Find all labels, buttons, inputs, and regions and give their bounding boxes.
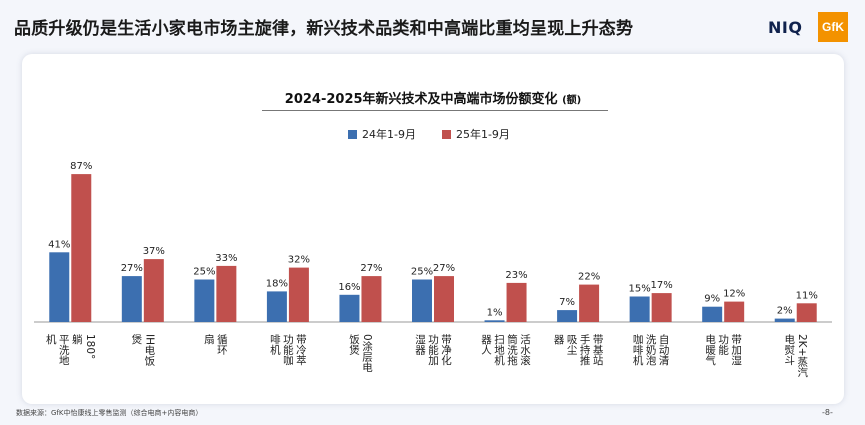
chart-panel: 2024-2025年新兴技术及中高端市场份额变化 (额) 24年1-9月 25年… bbox=[22, 54, 844, 404]
bar-chart: 41%87%180°躺平洗地机27%37%IH电饭煲25%33%循环扇18%32… bbox=[34, 161, 832, 377]
category-label-4-col0: 0涂层电 bbox=[361, 334, 373, 372]
bar-2024-10 bbox=[774, 318, 795, 322]
category-label-1-col0: IH电饭 bbox=[143, 334, 155, 367]
category-label-3-col2: 啡机 bbox=[269, 334, 281, 356]
data-label-2024-0: 41% bbox=[48, 239, 70, 250]
chart-title-unit: (额) bbox=[562, 95, 582, 106]
data-source-note: 数据来源：GfK中怡康线上零售监测（综合电商+内容电商） bbox=[16, 409, 203, 417]
bar-2024-9 bbox=[702, 306, 723, 322]
data-label-2024-6: 1% bbox=[487, 307, 503, 318]
category-label-7-col3: 器 bbox=[553, 334, 565, 345]
category-label-0-col1: 躺 bbox=[71, 333, 83, 345]
data-label-2024-1: 27% bbox=[121, 263, 143, 274]
legend-swatch-2024 bbox=[348, 129, 357, 139]
data-label-2025-3: 32% bbox=[288, 255, 310, 266]
category-label-9-col0: 带加湿 bbox=[730, 334, 742, 366]
category-label-6-col3: 器人 bbox=[480, 334, 492, 355]
category-label-8-col0: 自动清 bbox=[658, 333, 670, 366]
data-label-2024-3: 18% bbox=[266, 278, 288, 289]
bar-2024-8 bbox=[629, 296, 650, 322]
category-label-10-col1: 电熨斗 bbox=[783, 333, 795, 365]
category-label-6-col1: 筒洗拖 bbox=[506, 333, 518, 366]
category-label-4-col1: 饭煲 bbox=[348, 334, 360, 356]
category-label-9-col1: 功能 bbox=[717, 334, 729, 356]
category-label-10-col0: 2K+蒸汽 bbox=[796, 334, 808, 377]
bar-2025-9 bbox=[724, 301, 745, 322]
category-label-5-col0: 带净化 bbox=[440, 334, 452, 366]
data-label-2024-9: 9% bbox=[704, 294, 720, 305]
page-number: -8- bbox=[822, 408, 833, 417]
niq-logo: NIQ bbox=[768, 18, 803, 37]
data-label-2024-10: 2% bbox=[777, 306, 793, 317]
legend-label-2025: 25年1-9月 bbox=[455, 128, 510, 141]
category-label-7-col1: 手持推 bbox=[579, 333, 591, 365]
category-label-3-col1: 功能咖 bbox=[282, 334, 294, 366]
category-label-8-col2: 咖啡机 bbox=[632, 334, 644, 366]
title-underline bbox=[262, 110, 608, 111]
category-label-6-col0: 活水滚 bbox=[519, 334, 531, 366]
bar-2025-3 bbox=[288, 267, 309, 322]
category-label-3-col0: 带冷萃 bbox=[295, 334, 307, 366]
data-label-2024-8: 15% bbox=[629, 284, 651, 295]
bar-2025-8 bbox=[651, 293, 672, 322]
bar-2024-0 bbox=[49, 252, 70, 322]
category-label-2-col1: 扇 bbox=[203, 333, 215, 345]
data-label-2024-5: 25% bbox=[411, 267, 433, 278]
category-label-9-col2: 电暖气 bbox=[704, 333, 716, 365]
data-label-2025-10: 11% bbox=[796, 290, 818, 301]
bar-2025-7 bbox=[579, 284, 600, 322]
data-label-2025-2: 33% bbox=[215, 253, 237, 264]
category-label-0-col2: 平洗地 bbox=[58, 334, 70, 366]
bar-2025-0 bbox=[71, 174, 92, 322]
bar-2024-7 bbox=[557, 310, 578, 322]
legend-swatch-2025 bbox=[441, 129, 451, 139]
data-label-2024-4: 16% bbox=[338, 282, 360, 293]
bar-2024-6 bbox=[484, 320, 505, 322]
data-label-2025-8: 17% bbox=[651, 280, 673, 291]
bar-2025-5 bbox=[434, 276, 454, 322]
data-label-2025-6: 23% bbox=[505, 270, 527, 281]
category-label-8-col1: 洗奶泡 bbox=[645, 334, 657, 366]
category-label-0-col0: 180° bbox=[84, 334, 96, 359]
data-label-2025-7: 22% bbox=[578, 272, 600, 283]
chart-title: 2024-2025年新兴技术及中高端市场份额变化 (额) bbox=[22, 88, 844, 107]
chart-title-text: 2024-2025年新兴技术及中高端市场份额变化 bbox=[284, 92, 558, 107]
legend-label-2024: 24年1-9月 bbox=[362, 128, 416, 141]
bar-2024-2 bbox=[194, 279, 215, 322]
category-label-7-col2: 吸尘 bbox=[566, 334, 578, 355]
bar-2025-1 bbox=[143, 259, 164, 322]
data-label-2025-9: 12% bbox=[723, 289, 745, 300]
chart-legend: 24年1-9月 25年1-9月 bbox=[348, 126, 510, 142]
bar-2024-1 bbox=[121, 276, 142, 322]
bar-2025-6 bbox=[506, 282, 527, 322]
category-label-2-col0: 循环 bbox=[216, 333, 228, 356]
data-label-2025-4: 27% bbox=[360, 263, 382, 274]
data-label-2025-1: 37% bbox=[143, 246, 165, 257]
bar-2025-10 bbox=[796, 303, 817, 322]
data-label-2025-0: 87% bbox=[70, 161, 92, 172]
category-label-6-col2: 扫地机 bbox=[493, 333, 505, 366]
category-label-7-col0: 带基站 bbox=[592, 334, 604, 366]
gfk-logo: GfK bbox=[818, 12, 848, 42]
category-label-5-col2: 湿器 bbox=[414, 334, 426, 356]
slide-headline: 品质升级仍是生活小家电市场主旋律，新兴技术品类和中高端比重均呈现上升态势 bbox=[14, 19, 634, 39]
data-label-2024-7: 7% bbox=[559, 297, 575, 308]
legend-item-2024: 24年1-9月 bbox=[348, 126, 416, 142]
legend-item-2025: 25年1-9月 bbox=[441, 126, 510, 142]
bar-2024-3 bbox=[266, 291, 287, 322]
bar-2025-2 bbox=[216, 265, 237, 322]
data-label-2025-5: 27% bbox=[433, 263, 455, 274]
category-label-5-col1: 功能加 bbox=[427, 334, 439, 366]
category-label-0-col3: 机 bbox=[45, 333, 57, 345]
category-label-1-col1: 煲 bbox=[130, 333, 142, 345]
data-label-2024-2: 25% bbox=[193, 267, 215, 278]
bar-2024-5 bbox=[412, 279, 432, 322]
bar-2024-4 bbox=[339, 294, 360, 322]
bar-2025-4 bbox=[361, 276, 382, 322]
